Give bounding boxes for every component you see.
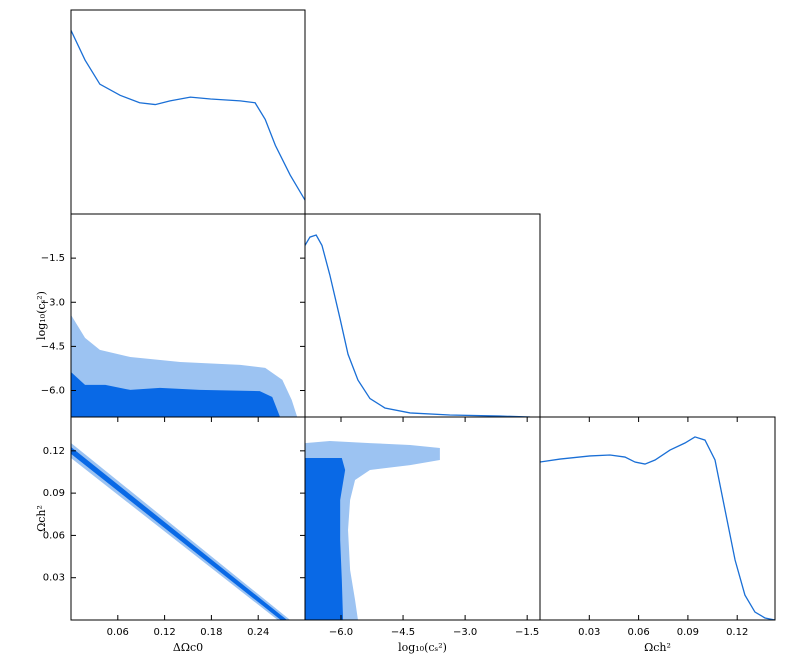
panel-frame <box>70 416 306 621</box>
x-tick-label: 0.12 <box>726 627 748 638</box>
y-axis-label: log₁₀(cₛ²) <box>35 291 48 340</box>
contour-region <box>71 371 281 417</box>
y-tick-label: 0.03 <box>43 573 65 584</box>
x-tick-label: 0.06 <box>627 627 649 638</box>
x-tick-label: 0.03 <box>578 627 600 638</box>
density-line <box>71 30 305 201</box>
y-tick-label: 0.12 <box>43 446 65 457</box>
density-line <box>305 234 531 417</box>
x-tick-label: 0.18 <box>200 627 222 638</box>
panel-frame <box>70 9 306 215</box>
x-tick-label: −1.5 <box>515 627 539 638</box>
density-line <box>540 436 775 620</box>
x-axis-label: ΔΩc0 <box>173 641 203 654</box>
y-tick-label: −3.0 <box>41 297 65 308</box>
x-tick-label: 0.12 <box>153 627 175 638</box>
x-axis-label: log₁₀(cₛ²) <box>398 641 447 654</box>
contour-region <box>71 447 288 620</box>
x-tick-label: 0.09 <box>677 627 699 638</box>
y-tick-label: 0.09 <box>43 488 65 499</box>
y-axis-label: Ωch² <box>35 505 48 532</box>
y-tick-label: −1.5 <box>41 253 65 264</box>
x-tick-label: −4.5 <box>391 627 415 638</box>
x-axis-label: Ωch² <box>644 641 671 654</box>
contour-region <box>305 458 346 620</box>
panel-frame <box>539 416 776 621</box>
x-tick-label: −3.0 <box>453 627 477 638</box>
x-tick-label: 0.06 <box>107 627 129 638</box>
x-tick-label: 0.24 <box>247 627 269 638</box>
y-tick-label: −4.5 <box>41 341 65 352</box>
y-tick-label: −6.0 <box>41 386 65 397</box>
y-tick-label: 0.06 <box>43 530 65 541</box>
contour-region <box>71 442 291 620</box>
x-tick-label: −6.0 <box>329 627 353 638</box>
panel-frame <box>304 213 541 418</box>
